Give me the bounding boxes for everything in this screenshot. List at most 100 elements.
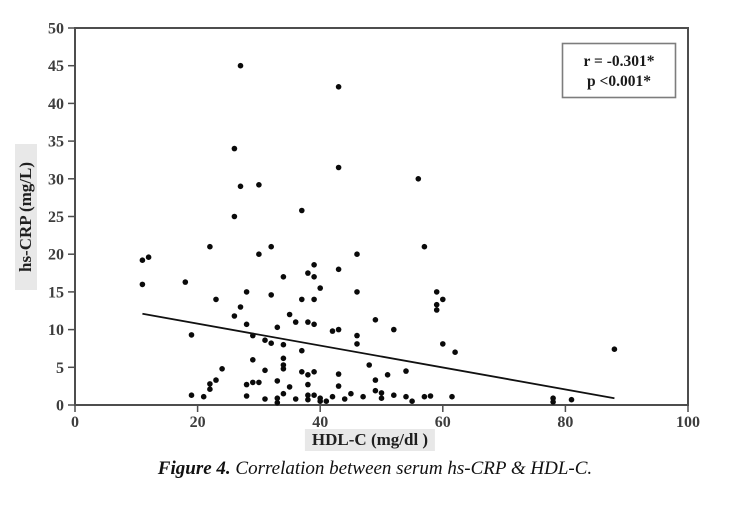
scatter-point bbox=[188, 392, 195, 399]
scatter-point bbox=[256, 182, 262, 188]
scatter-point bbox=[250, 379, 256, 386]
scatter-point bbox=[323, 398, 330, 405]
scatter-point bbox=[335, 266, 342, 273]
scatter-point bbox=[311, 369, 317, 375]
scatter-point bbox=[237, 304, 244, 310]
scatter-point bbox=[188, 332, 195, 338]
scatter-point bbox=[391, 392, 397, 399]
scatter-point bbox=[372, 317, 379, 323]
scatter-point bbox=[433, 307, 440, 313]
scatter-point bbox=[372, 387, 379, 394]
scatter-point bbox=[611, 346, 618, 353]
x-axis-label: HDL-C (mg/dl ) bbox=[304, 429, 436, 451]
scatter-point bbox=[200, 393, 207, 400]
scatter-point bbox=[311, 296, 317, 303]
scatter-point bbox=[231, 213, 238, 220]
scatter-point bbox=[243, 321, 250, 328]
y-tick-label: 0 bbox=[56, 398, 64, 415]
stats-p-value: p <0.001* bbox=[587, 73, 651, 90]
scatter-point bbox=[231, 145, 238, 152]
scatter-point bbox=[335, 326, 342, 333]
scatter-point bbox=[335, 371, 342, 377]
scatter-point bbox=[305, 392, 311, 399]
scatter-point bbox=[391, 326, 397, 333]
scatter-point bbox=[433, 289, 440, 295]
scatter-point bbox=[243, 381, 250, 388]
scatter-point bbox=[213, 296, 219, 303]
figure-caption-label: Figure 4. bbox=[157, 458, 231, 479]
scatter-point bbox=[292, 396, 299, 402]
stats-r-value: r = -0.301* bbox=[584, 53, 655, 70]
scatter-point bbox=[262, 396, 268, 402]
scatter-point bbox=[243, 393, 250, 399]
scatter-point bbox=[550, 399, 556, 405]
scatter-point bbox=[274, 399, 281, 406]
x-axis-ticks bbox=[74, 406, 689, 412]
scatter-point bbox=[384, 372, 391, 378]
scatter-point bbox=[292, 319, 299, 325]
scatter-point bbox=[354, 289, 360, 295]
scatter-point bbox=[262, 337, 268, 344]
y-tick-label: 15 bbox=[48, 284, 64, 301]
scatter-point bbox=[286, 384, 293, 390]
scatter-points bbox=[139, 62, 618, 406]
trend-line bbox=[142, 312, 615, 400]
scatter-point bbox=[139, 257, 146, 264]
x-tick-label: 20 bbox=[190, 414, 206, 431]
scatter-point bbox=[219, 366, 225, 372]
scatter-point bbox=[280, 366, 287, 372]
scatter-point bbox=[378, 395, 385, 402]
scatter-point bbox=[268, 292, 275, 298]
scatter-point bbox=[207, 243, 213, 250]
scatter-point bbox=[403, 368, 409, 374]
scatter-point bbox=[354, 332, 360, 339]
y-tick-label: 30 bbox=[48, 171, 64, 188]
y-tick-label: 20 bbox=[48, 247, 64, 264]
scatter-point bbox=[274, 395, 281, 402]
y-tick-label: 25 bbox=[48, 209, 64, 226]
scatter-point bbox=[317, 285, 324, 291]
scatter-point bbox=[280, 390, 287, 397]
scatter-point bbox=[286, 311, 293, 318]
y-axis-tick-labels: 0 5 10 15 20 25 30 35 40 45 50 bbox=[48, 21, 64, 415]
scatter-point bbox=[378, 390, 385, 396]
plot-border bbox=[74, 27, 689, 406]
scatter-point bbox=[341, 396, 348, 402]
scatter-point bbox=[305, 396, 311, 403]
y-tick-label: 40 bbox=[48, 96, 64, 113]
scatter-point bbox=[311, 321, 317, 328]
stats-box-border bbox=[561, 42, 677, 99]
scatter-point bbox=[250, 357, 256, 363]
scatter-point bbox=[139, 281, 146, 288]
scatter-point bbox=[243, 289, 250, 295]
scatter-point bbox=[354, 251, 360, 257]
scatter-point bbox=[305, 319, 311, 325]
x-tick-label: 40 bbox=[312, 414, 328, 431]
scatter-point bbox=[421, 393, 428, 400]
x-tick-label: 60 bbox=[435, 414, 451, 431]
scatter-point bbox=[280, 274, 287, 280]
scatter-point bbox=[207, 386, 213, 393]
y-tick-label: 10 bbox=[48, 322, 64, 339]
scatter-point bbox=[421, 243, 428, 250]
scatter-point bbox=[305, 372, 311, 378]
scatter-point bbox=[317, 395, 324, 402]
y-tick-label: 45 bbox=[48, 58, 64, 75]
scatter-point bbox=[440, 296, 446, 303]
scatter-point bbox=[348, 390, 354, 397]
scatter-point bbox=[305, 381, 311, 388]
scatter-point bbox=[409, 398, 415, 405]
scatter-point bbox=[145, 254, 152, 260]
scatter-point bbox=[335, 383, 342, 389]
y-axis-label: hs-CRP (mg/L) bbox=[15, 144, 37, 290]
scatter-point bbox=[268, 340, 275, 347]
scatter-point bbox=[237, 62, 244, 69]
scatter-point bbox=[207, 381, 213, 387]
scatter-point bbox=[182, 279, 189, 285]
scatter-point bbox=[433, 301, 440, 308]
figure-caption: Figure 4. Correlation between serum hs-C… bbox=[0, 458, 750, 480]
scatter-point bbox=[415, 176, 422, 182]
scatter-point bbox=[311, 392, 317, 399]
y-axis-ticks bbox=[68, 27, 74, 406]
